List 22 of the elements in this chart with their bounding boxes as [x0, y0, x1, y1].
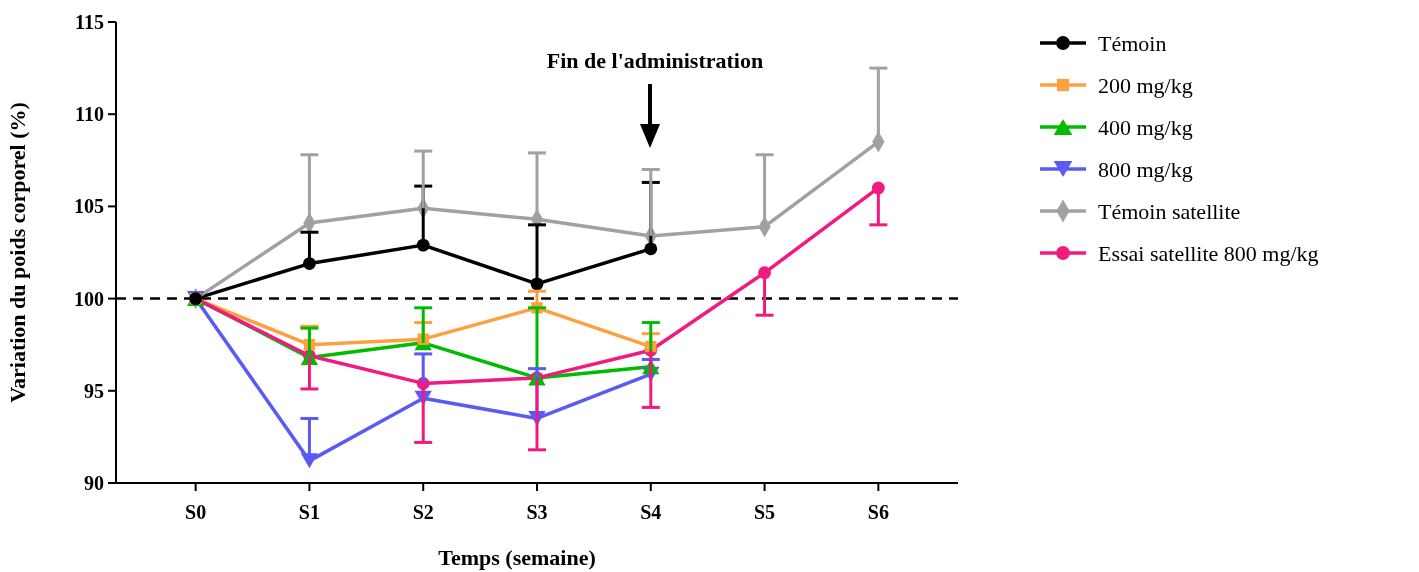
y-tick-label: 95 — [84, 379, 104, 402]
x-axis-title: Temps (semaine) — [438, 545, 596, 570]
legend-label: 200 mg/kg — [1098, 72, 1193, 98]
x-tick-label: S2 — [412, 501, 434, 523]
x-tick-label: S6 — [867, 501, 889, 523]
x-tick-label: S0 — [185, 501, 207, 523]
x-tick-label: S5 — [754, 501, 776, 523]
y-tick-label: 115 — [75, 11, 104, 33]
y-tick-label: 105 — [74, 195, 104, 218]
y-tick-label: 90 — [84, 472, 104, 494]
x-tick-label: S3 — [526, 501, 548, 523]
y-tick-label: 110 — [75, 103, 104, 126]
legend-label: 800 mg/kg — [1098, 156, 1193, 182]
annotation: Fin de l'administration — [546, 48, 764, 73]
legend-label: Témoin — [1098, 30, 1167, 56]
y-tick-label: 100 — [74, 287, 104, 310]
x-tick-label: S1 — [298, 501, 320, 523]
legend-label: Essai satellite 800 mg/kg — [1098, 240, 1319, 266]
legend-label: Témoin satellite — [1098, 198, 1241, 224]
y-axis-title: Variation du poids corporel (%) — [5, 102, 30, 403]
x-tick-label: S4 — [640, 501, 662, 523]
legend-label: 400 mg/kg — [1098, 114, 1193, 140]
